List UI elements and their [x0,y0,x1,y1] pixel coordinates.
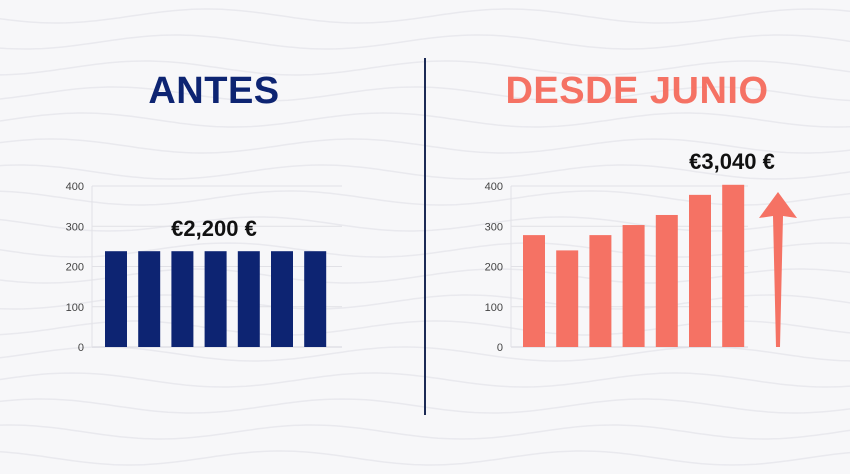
bar [171,251,194,347]
y-tick-label: 0 [497,342,503,354]
y-tick-label: 400 [66,181,84,193]
y-tick-label: 200 [485,262,503,274]
bar [271,251,293,347]
center-divider [424,58,426,415]
left-chart-title: ANTES [148,70,280,112]
y-tick-label: 0 [78,342,84,354]
y-tick-label: 300 [485,221,503,233]
bar [589,235,612,347]
y-tick-label: 400 [485,181,503,193]
total-annotation: €2,200 € [171,216,257,241]
bar [105,251,127,347]
bar [204,251,227,347]
bar [622,225,645,347]
y-tick-label: 100 [66,302,84,314]
y-tick-label: 200 [66,262,84,274]
y-tick-label: 300 [66,221,84,233]
bar [138,251,161,347]
bar [689,194,711,347]
bar [722,184,745,347]
y-tick-label: 100 [485,302,503,314]
bar [523,235,545,347]
up-arrow-icon [759,192,797,347]
bar [304,251,327,347]
bar [556,250,579,347]
right-chart-title: DESDE JUNIO [505,70,769,112]
total-annotation: €3,040 € [689,149,775,174]
bar [237,251,260,347]
bar [655,214,678,347]
